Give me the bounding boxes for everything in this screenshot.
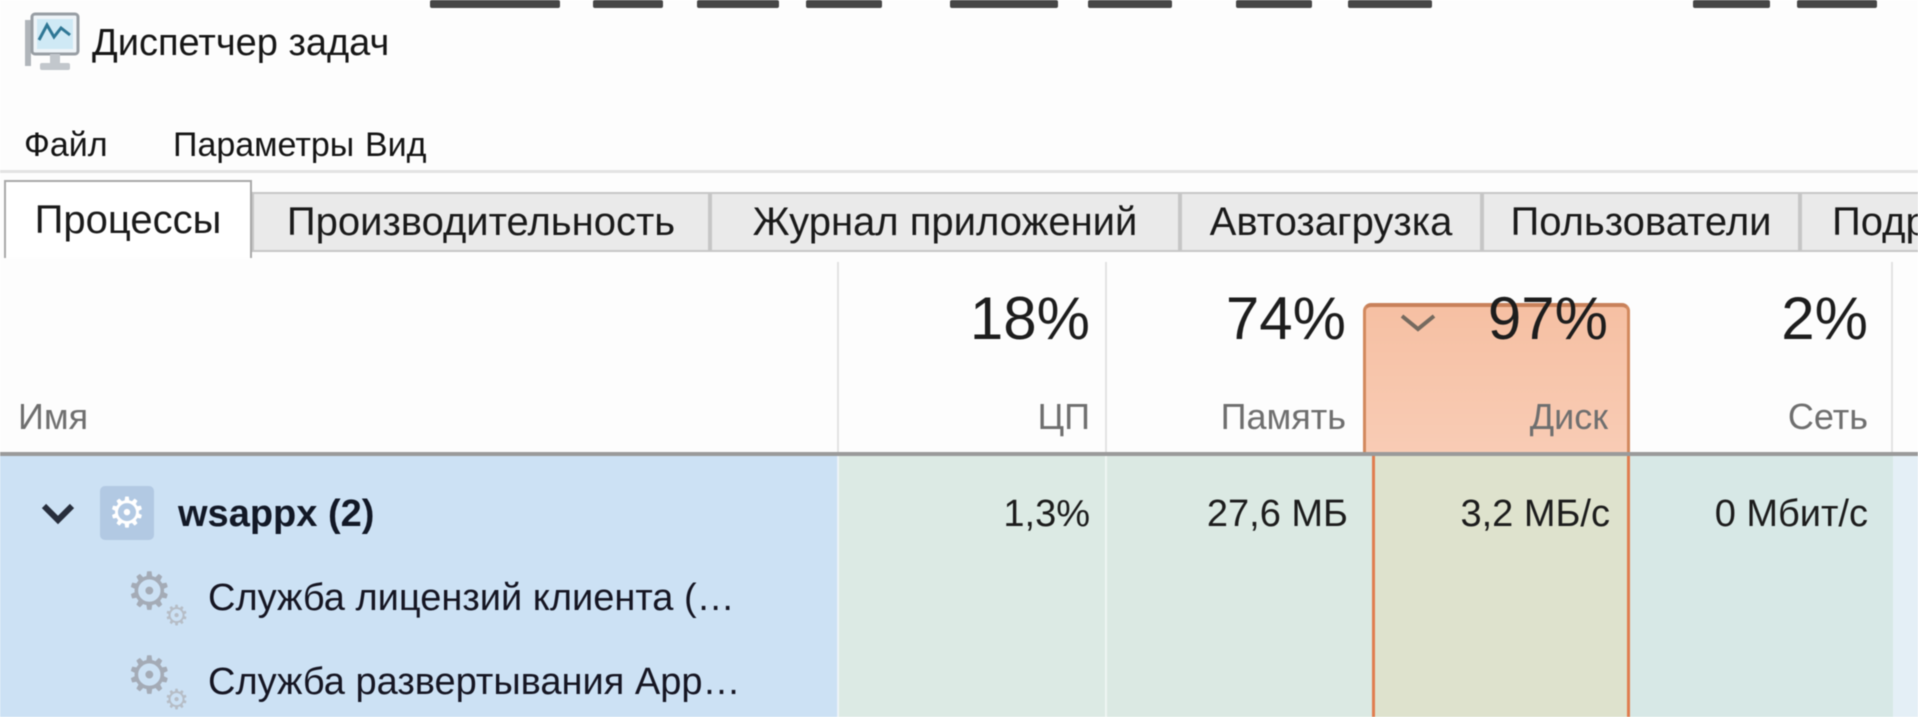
disk-value: 3,2 МБ/с <box>1460 493 1610 535</box>
disk-usage-total[interactable]: 97% <box>1487 285 1608 352</box>
network-cells-strip <box>1630 456 1893 717</box>
network-usage-total[interactable]: 2% <box>1781 285 1868 352</box>
cpu-usage-total[interactable]: 18% <box>969 285 1090 352</box>
service-gear-icon: ⚙ ⚙ <box>126 563 190 631</box>
disk-column-header-highlight[interactable] <box>1363 303 1630 452</box>
process-name[interactable]: Служба развертывания App… <box>208 661 741 703</box>
column-separator <box>1105 262 1107 454</box>
disk-cells-strip <box>1372 456 1630 717</box>
process-name[interactable]: Служба лицензий клиента (… <box>208 577 735 619</box>
tab-startup[interactable]: Автозагрузка <box>1180 192 1482 252</box>
disk-column-header[interactable]: Диск <box>1529 396 1608 437</box>
window-title: Диспетчер задач <box>92 22 390 64</box>
tab-details[interactable]: Подр <box>1800 192 1918 252</box>
memory-usage-total[interactable]: 74% <box>1225 285 1346 352</box>
cell-separator <box>1105 456 1107 717</box>
menu-view[interactable]: Вид <box>365 126 427 164</box>
tab-processes[interactable]: Процессы <box>4 180 252 258</box>
tab-app-history[interactable]: Журнал приложений <box>710 192 1180 252</box>
cpu-cells-strip <box>838 456 1106 717</box>
wsappx-icon: ⚙ <box>100 486 154 540</box>
tabstrip-divider <box>0 170 1918 173</box>
cell-separator <box>837 456 839 717</box>
menu-options[interactable]: Параметры <box>173 126 355 164</box>
network-value: 0 Мбит/с <box>1714 493 1868 535</box>
cpu-value: 1,3% <box>1003 493 1090 535</box>
sort-descending-icon <box>1398 312 1438 339</box>
memory-column-header[interactable]: Память <box>1220 396 1346 437</box>
memory-cells-strip <box>1106 456 1372 717</box>
network-column-header[interactable]: Сеть <box>1787 396 1868 437</box>
header-bottom-line <box>0 452 1918 456</box>
process-name[interactable]: wsappx (2) <box>178 493 375 535</box>
menu-file[interactable]: Файл <box>24 126 108 164</box>
name-column-header[interactable]: Имя <box>18 396 89 437</box>
column-separator <box>837 262 839 454</box>
column-separator <box>1891 262 1893 454</box>
expand-chevron-icon[interactable] <box>40 502 76 531</box>
rows-right-gutter <box>1893 456 1918 717</box>
tab-performance[interactable]: Производительность <box>252 192 710 252</box>
service-gear-icon: ⚙ ⚙ <box>126 647 190 715</box>
task-manager-icon <box>22 10 80 76</box>
memory-value: 27,6 МБ <box>1206 493 1348 535</box>
tab-users[interactable]: Пользователи <box>1482 192 1800 252</box>
cpu-column-header[interactable]: ЦП <box>1037 396 1090 437</box>
